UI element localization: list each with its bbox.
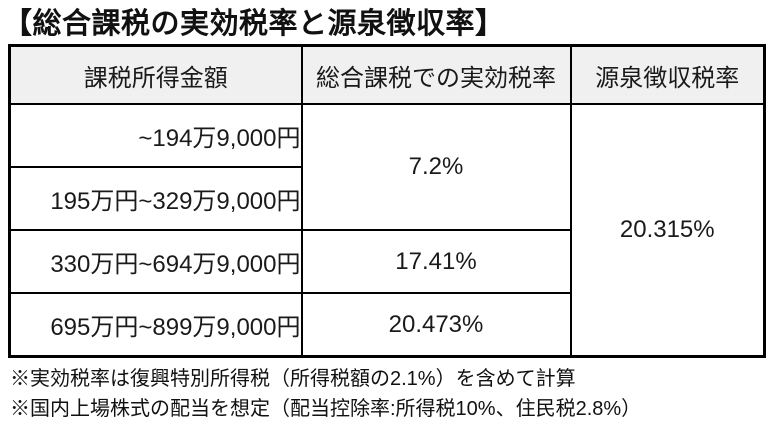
header-cell-withholding-rate: 源泉徴収税率 <box>569 44 766 105</box>
header-cell-taxable-income: 課税所得金額 <box>8 44 303 105</box>
effective-rate-cell-1: 7.2% <box>300 103 572 231</box>
income-range-cell-4: 695万円~899万9,000円 <box>8 292 303 358</box>
footnote-dividend-assumption: ※国内上場株式の配当を想定（配当控除率:所得税10%、住民税2.8%） <box>10 398 642 420</box>
footnote-effective-rate-basis: ※実効税率は復興特別所得税（所得税額の2.1%）を含めて計算 <box>10 368 576 390</box>
effective-rate-cell-2: 17.41% <box>300 229 572 294</box>
income-range-cell-2: 195万円~329万9,000円 <box>8 166 303 231</box>
table-row: ~194万9,000円 7.2% 20.315% <box>8 103 766 358</box>
page-title: 【総合課税の実効税率と源泉徴収率】 <box>3 8 505 40</box>
withholding-rate-cell: 20.315% <box>569 103 766 358</box>
table-row: 195万円~329万9,000円 <box>8 166 765 231</box>
header-cell-effective-rate: 総合課税での実効税率 <box>300 44 572 105</box>
table-header-row: 課税所得金額 総合課税での実効税率 源泉徴収税率 <box>8 44 766 105</box>
tax-rate-table: 課税所得金額 総合課税での実効税率 源泉徴収税率 ~194万9,000円 7.2… <box>8 44 766 358</box>
income-range-cell-3: 330万円~694万9,000円 <box>8 229 303 294</box>
table-row: 695万円~899万9,000円 20.473% <box>8 292 765 358</box>
effective-rate-cell-3: 20.473% <box>300 292 572 358</box>
table-row: 330万円~694万9,000円 17.41% <box>8 229 765 294</box>
income-range-cell-1: ~194万9,000円 <box>8 103 303 168</box>
footnotes: ※実効税率は復興特別所得税（所得税額の2.1%）を含めて計算 ※国内上場株式の配… <box>10 364 641 424</box>
